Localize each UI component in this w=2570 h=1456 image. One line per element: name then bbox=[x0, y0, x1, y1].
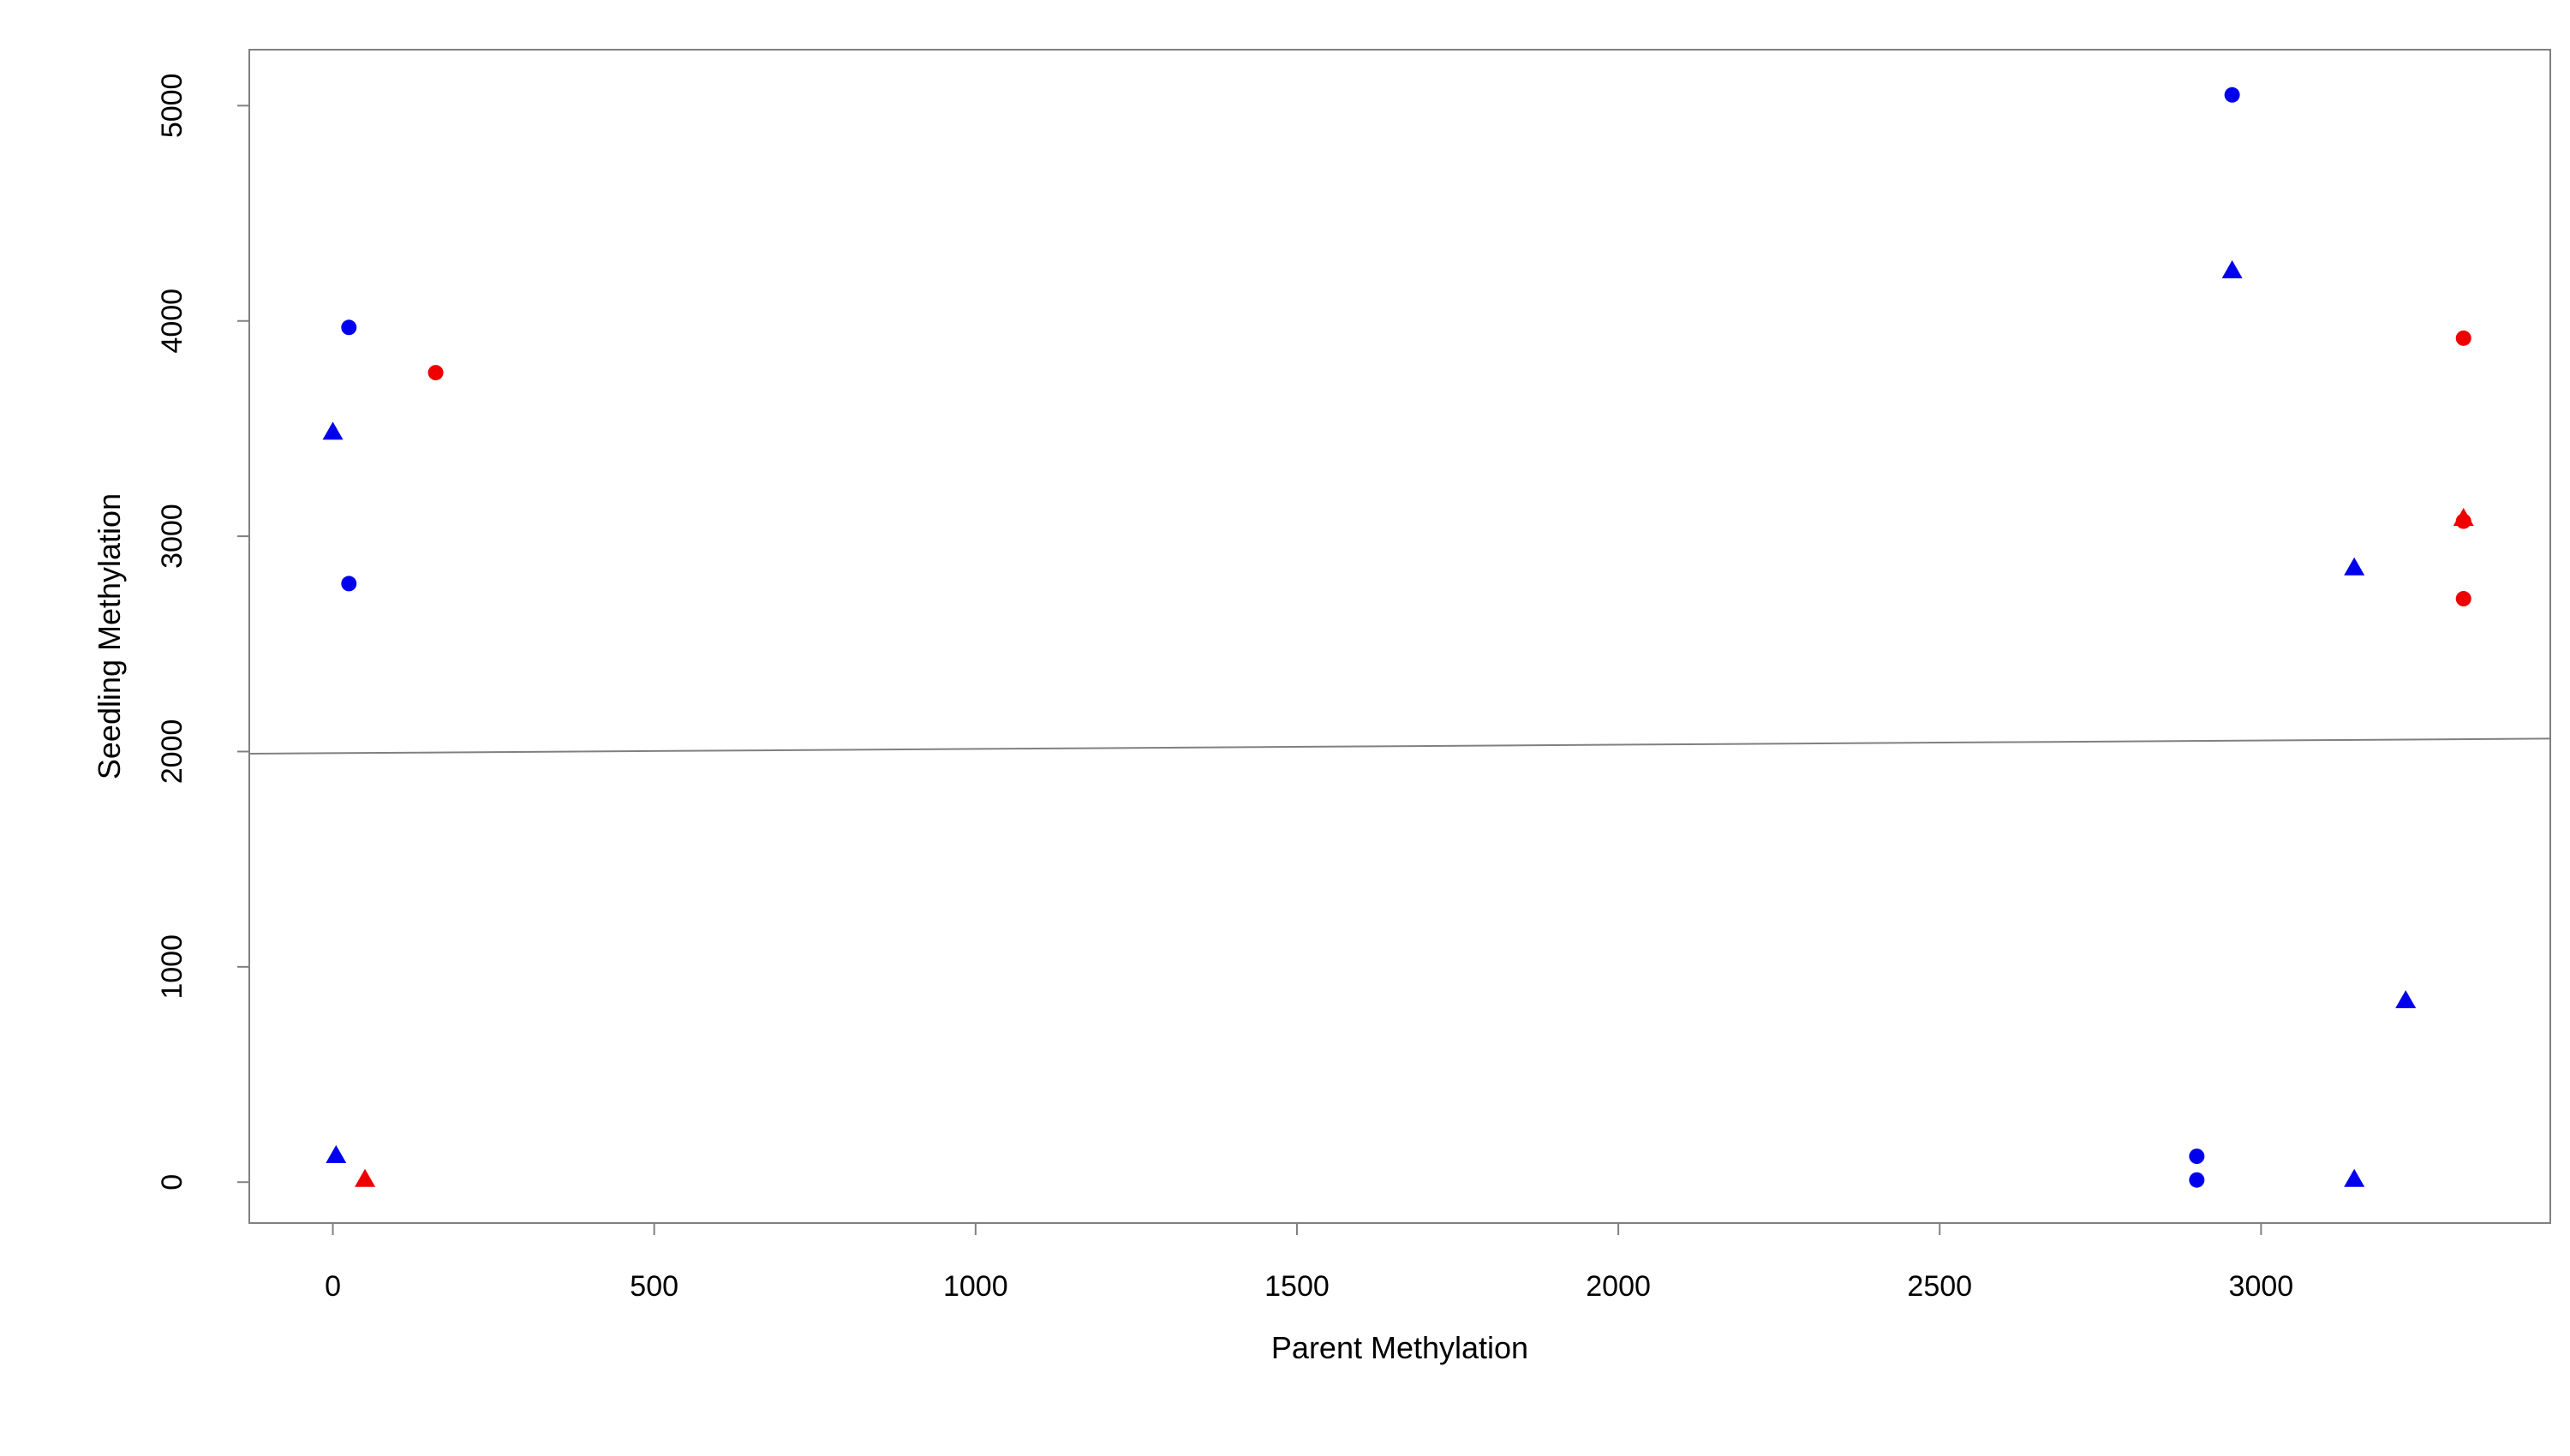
data-point-triangle bbox=[2344, 557, 2365, 576]
y-tick-label: 0 bbox=[156, 1174, 188, 1190]
y-axis: 0 1000 2000 3000 4000 5000 bbox=[156, 74, 250, 1190]
data-point-triangle bbox=[2221, 260, 2243, 278]
data-point-circle bbox=[2189, 1172, 2205, 1188]
data-point-circle bbox=[2455, 330, 2471, 346]
data-point-circle bbox=[2189, 1149, 2205, 1165]
plot-area-frame bbox=[248, 49, 2551, 1224]
data-point-triangle bbox=[2344, 1168, 2365, 1187]
data-point-circle bbox=[427, 365, 444, 381]
x-tick-label: 0 bbox=[325, 1270, 341, 1303]
trend-line bbox=[248, 737, 2551, 755]
y-axis-title: Seedling Methylation bbox=[92, 493, 127, 779]
data-point-circle bbox=[341, 576, 357, 592]
data-point-triangle bbox=[2453, 507, 2474, 526]
data-point-triangle bbox=[355, 1168, 376, 1187]
x-tick-label: 1000 bbox=[943, 1270, 1008, 1303]
data-point-circle bbox=[2455, 591, 2471, 607]
data-point-triangle bbox=[326, 1145, 347, 1164]
x-tick-label: 2000 bbox=[1586, 1270, 1651, 1303]
data-points bbox=[322, 87, 2474, 1188]
x-tick-label: 500 bbox=[630, 1270, 678, 1303]
data-point-circle bbox=[2224, 87, 2240, 103]
data-point-triangle bbox=[322, 421, 344, 440]
data-point-triangle bbox=[2395, 990, 2417, 1009]
y-tick-label: 1000 bbox=[156, 934, 188, 1000]
x-tick-label: 1500 bbox=[1264, 1270, 1330, 1303]
y-tick-label: 3000 bbox=[156, 504, 188, 569]
data-point-circle bbox=[341, 319, 357, 336]
x-tick-label: 2500 bbox=[1907, 1270, 1972, 1303]
y-tick-label: 4000 bbox=[156, 289, 188, 354]
x-axis-title: Parent Methylation bbox=[1271, 1330, 1528, 1365]
x-tick-label: 3000 bbox=[2229, 1270, 2294, 1303]
y-tick-label: 2000 bbox=[156, 719, 188, 785]
y-tick-label: 5000 bbox=[156, 74, 188, 139]
x-axis: 0 500 1000 1500 2000 2500 3000 bbox=[325, 1222, 2294, 1303]
